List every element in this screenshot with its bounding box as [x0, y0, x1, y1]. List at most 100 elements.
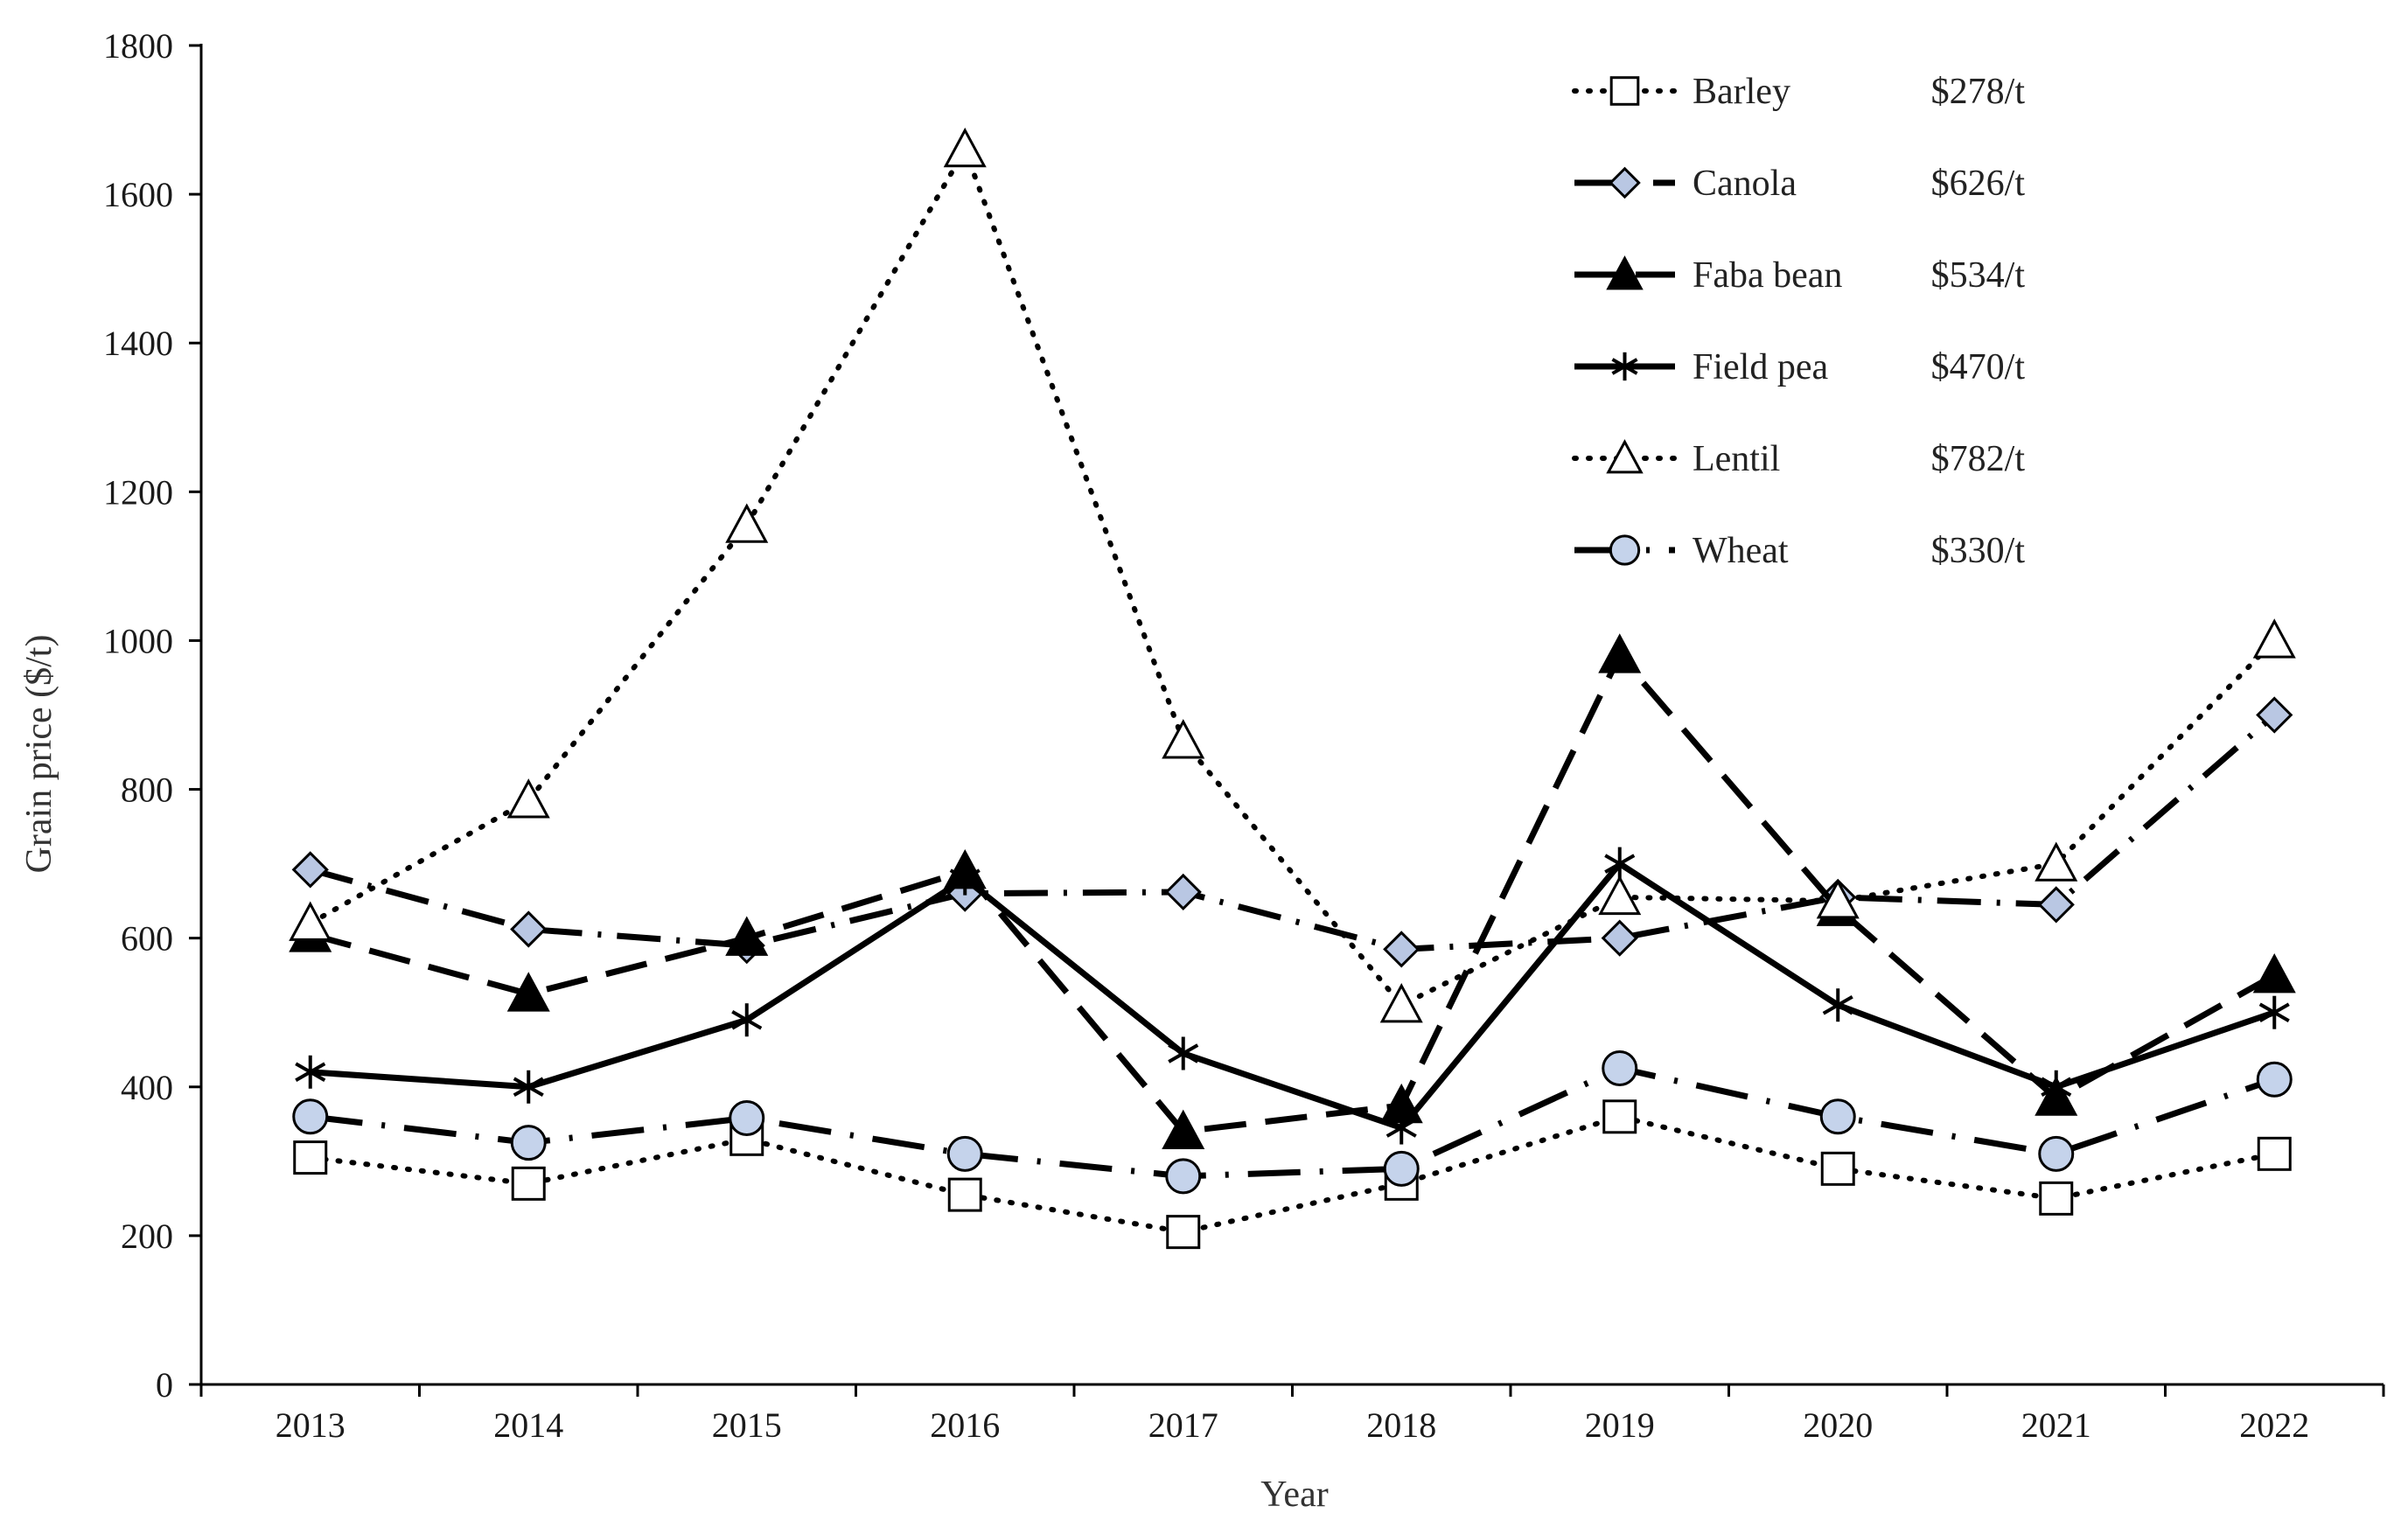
- lentil-point: [1598, 875, 1642, 916]
- x-tick-label: 2022: [2239, 1405, 2309, 1445]
- legend-average-price: $534/t: [1931, 255, 2026, 296]
- legend-label: Canola: [1693, 164, 1797, 204]
- barley-point: [1602, 1099, 1637, 1134]
- legend-item-wheat: Wheat $330/t: [1574, 531, 2025, 571]
- field-pea-point: [1822, 988, 1853, 1022]
- series-field-pea: [295, 847, 2290, 1145]
- faba-bean-line: [309, 652, 2276, 1135]
- lentil-point: [1379, 983, 1423, 1023]
- lentil-point: [1816, 878, 1860, 919]
- barley-point: [293, 1140, 328, 1175]
- faba-bean-point: [1162, 1109, 1205, 1150]
- field-pea-point: [1168, 1036, 1199, 1070]
- barley-point: [947, 1177, 982, 1212]
- y-axis-title: Grain price ($/t): [19, 635, 59, 874]
- canola-point: [510, 910, 548, 948]
- legend-average-price: $330/t: [1931, 531, 2026, 571]
- x-tick-label: 2013: [276, 1405, 345, 1445]
- canola-point: [2037, 886, 2075, 924]
- field-pea-point: [949, 861, 981, 896]
- legend-average-price: $278/t: [1931, 72, 2026, 112]
- field-pea-point: [2041, 1070, 2072, 1104]
- x-tick-label: 2017: [1148, 1405, 1218, 1445]
- faba-bean-point: [1598, 633, 1642, 673]
- barley-point: [1166, 1215, 1201, 1250]
- x-tick-label: 2015: [712, 1405, 782, 1445]
- legend-item-faba-bean: Faba bean $534/t: [1574, 255, 2025, 296]
- y-tick-label: 600: [121, 919, 173, 959]
- lentil-point: [943, 127, 987, 168]
- canola-point: [1164, 873, 1202, 911]
- canola-point: [1383, 931, 1420, 968]
- field-pea-point: [1604, 847, 1636, 881]
- series-layer: [289, 127, 2296, 1250]
- series-wheat: [292, 1050, 2293, 1195]
- field-pea-point: [2258, 995, 2290, 1029]
- canola-point: [291, 851, 329, 889]
- field-pea-point: [513, 1070, 544, 1104]
- wheat-point: [292, 1098, 329, 1135]
- y-tick-label: 0: [156, 1365, 173, 1405]
- x-tick-label: 2018: [1366, 1405, 1436, 1445]
- legend-item-field-pea: Field pea $470/t: [1574, 347, 2025, 387]
- legend-marker: [1609, 166, 1641, 199]
- y-tick-label: 1200: [103, 472, 173, 512]
- legend-average-price: $626/t: [1931, 164, 2026, 204]
- legend-marker: [1606, 439, 1644, 474]
- legend-item-canola: Canola $626/t: [1574, 164, 2025, 204]
- legend-label: Wheat: [1693, 531, 1789, 571]
- x-axis-title: Year: [1260, 1475, 1328, 1515]
- canola-line: [309, 712, 2277, 952]
- y-tick-label: 200: [121, 1217, 173, 1256]
- canola-point: [1601, 919, 1638, 957]
- wheat-point: [1602, 1050, 1638, 1087]
- legend-item-barley: Barley $278/t: [1572, 72, 2026, 112]
- barley-point: [2257, 1136, 2292, 1171]
- x-tick-label: 2020: [1803, 1405, 1873, 1445]
- wheat-line: [310, 1065, 2276, 1180]
- wheat-point: [1383, 1150, 1420, 1187]
- y-tick-label: 1400: [103, 324, 173, 363]
- field-pea-point: [731, 1003, 763, 1037]
- y-tick-label: 1000: [103, 621, 173, 660]
- faba-bean-point: [2252, 953, 2296, 994]
- x-tick-label: 2014: [493, 1405, 563, 1445]
- faba-bean-point: [725, 916, 769, 956]
- legend-marker: [1609, 76, 1640, 106]
- lentil-point: [1162, 719, 1205, 759]
- legend-label: Barley: [1693, 72, 1790, 112]
- wheat-point: [729, 1100, 765, 1137]
- legend-marker: [1606, 255, 1644, 290]
- y-tick-label: 400: [121, 1068, 173, 1107]
- lentil-point: [506, 778, 550, 819]
- lentil-point: [289, 901, 332, 941]
- barley-point: [1820, 1151, 1855, 1186]
- y-tick-label: 1600: [103, 175, 173, 214]
- field-pea-line: [310, 861, 2276, 1132]
- legend-marker: [1609, 534, 1641, 566]
- y-tick-label: 1800: [103, 26, 173, 66]
- y-tick-label: 800: [121, 770, 173, 810]
- wheat-point: [2038, 1135, 2075, 1172]
- wheat-point: [1819, 1098, 1856, 1135]
- canola-point: [2256, 696, 2293, 734]
- axes: 0 200 400 600 800 1000 1200 1400 1600 1800 2013 201…: [103, 26, 2385, 1445]
- lentil-point: [2035, 841, 2078, 882]
- legend-marker: [1611, 352, 1638, 381]
- legend-average-price: $470/t: [1931, 347, 2026, 387]
- legend-label: Field pea: [1693, 347, 1828, 387]
- barley-point: [2039, 1181, 2074, 1216]
- x-tick-label: 2021: [2021, 1405, 2091, 1445]
- wheat-point: [510, 1125, 547, 1161]
- legend-item-lentil: Lentil $782/t: [1572, 439, 2025, 479]
- wheat-point: [1165, 1158, 1202, 1195]
- legend-label: Lentil: [1693, 439, 1780, 479]
- wheat-point: [946, 1135, 983, 1172]
- x-tick-label: 2016: [930, 1405, 1000, 1445]
- legend-label: Faba bean: [1693, 255, 1842, 296]
- lentil-point: [2252, 618, 2296, 659]
- series-faba-bean: [289, 633, 2296, 1150]
- wheat-point: [2256, 1061, 2293, 1098]
